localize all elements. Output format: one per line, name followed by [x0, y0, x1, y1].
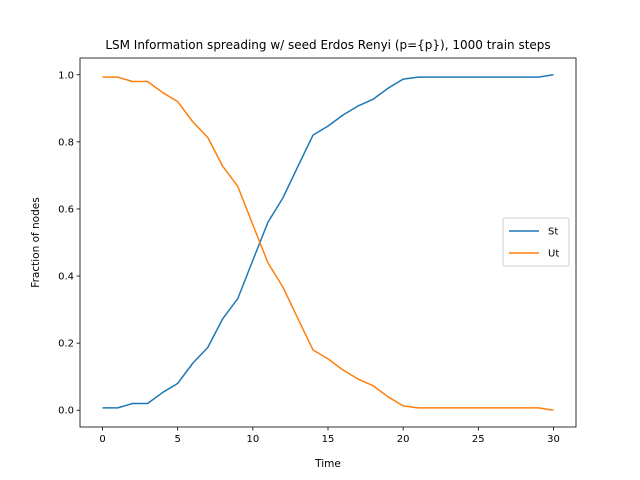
x-tick-label: 20 — [397, 434, 410, 445]
y-axis: 0.0 0.2 0.4 0.6 0.8 1.0 — [58, 70, 80, 417]
x-tick-label: 30 — [547, 434, 560, 445]
y-tick-label: 0.8 — [58, 137, 74, 148]
x-tick-label: 15 — [322, 434, 335, 445]
y-axis-label: Fraction of nodes — [30, 197, 42, 287]
y-tick-label: 0.4 — [58, 272, 74, 283]
x-tick-label: 5 — [175, 434, 181, 445]
series-line-st — [102, 74, 554, 409]
legend-label-ut: Ut — [548, 249, 559, 260]
y-tick-label: 0.2 — [58, 339, 74, 350]
x-axis-label: Time — [314, 458, 341, 470]
x-tick-label: 10 — [246, 434, 259, 445]
y-tick-label: 1.0 — [58, 70, 74, 81]
legend-box — [502, 217, 570, 267]
legend: St Ut — [502, 217, 570, 267]
x-tick-label: 0 — [99, 434, 105, 445]
y-tick-label: 0.6 — [58, 204, 74, 215]
plot-area — [102, 74, 554, 411]
x-tick-label: 25 — [472, 434, 485, 445]
chart-title: LSM Information spreading w/ seed Erdos … — [105, 38, 550, 52]
axes-frame — [79, 57, 577, 428]
legend-label-st: St — [548, 227, 558, 238]
series-line-ut — [102, 76, 554, 411]
y-tick-label: 0.0 — [58, 406, 74, 417]
x-axis: 0 5 10 15 20 25 30 — [99, 427, 560, 445]
